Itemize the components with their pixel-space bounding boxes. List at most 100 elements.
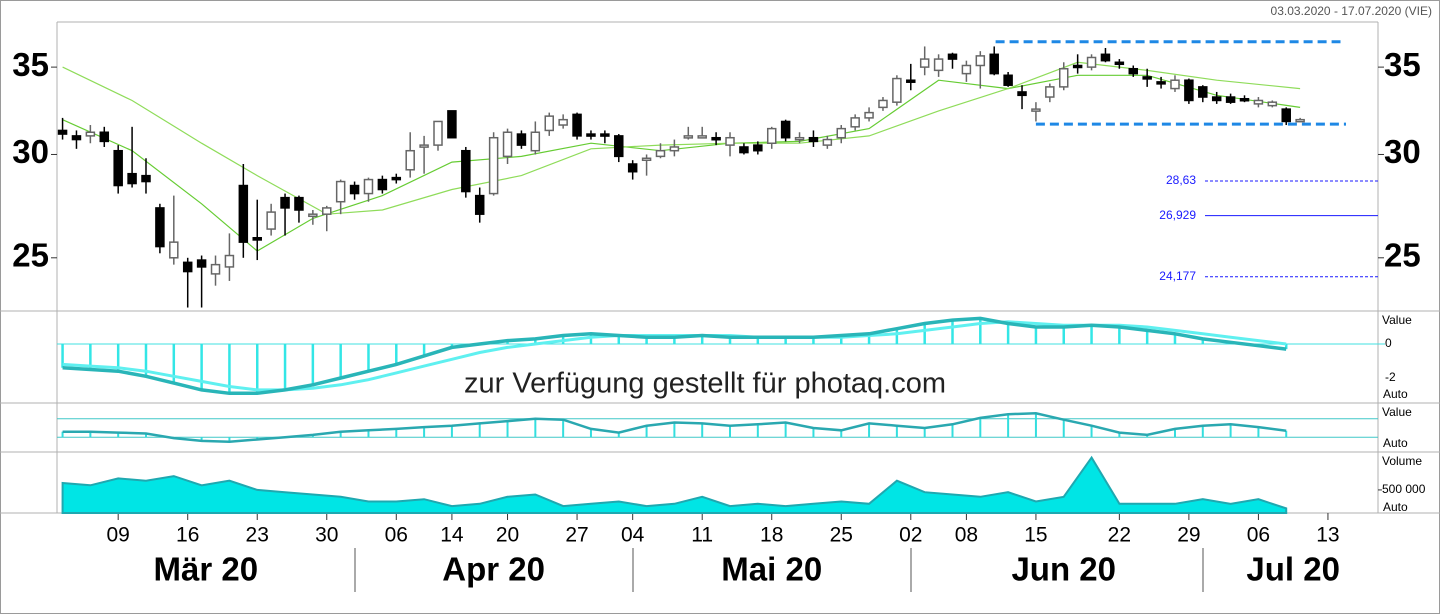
candle-body xyxy=(641,157,652,162)
candle-body xyxy=(196,259,207,268)
x-tick-label: 06 xyxy=(1247,524,1270,547)
month-separators xyxy=(354,548,1204,592)
candle-body xyxy=(294,196,304,211)
candle-body xyxy=(405,149,415,171)
candle-body xyxy=(1239,97,1250,102)
candle-body xyxy=(1170,79,1180,90)
x-tick-label: 13 xyxy=(1316,524,1339,547)
candle-body xyxy=(155,207,165,248)
candle-body xyxy=(906,79,916,83)
y-tick-label: 35 xyxy=(12,46,49,83)
y-tick-label: 30 xyxy=(1384,133,1421,170)
candle-body xyxy=(488,136,499,195)
candle-body xyxy=(753,144,763,152)
candle-body xyxy=(530,131,541,152)
x-tick-label: 15 xyxy=(1024,524,1047,547)
x-tick-label: 09 xyxy=(107,524,130,547)
x-tick-label: 04 xyxy=(621,524,645,547)
x-tick-label: 02 xyxy=(899,524,922,547)
candle-body xyxy=(308,213,318,218)
candle-body xyxy=(1086,56,1097,68)
y-tick-label: 25 xyxy=(12,237,49,274)
candle-body xyxy=(586,133,596,137)
candle-body xyxy=(1100,53,1111,62)
candle-body xyxy=(1072,64,1083,69)
candle-body xyxy=(169,241,179,259)
plot: 09 16 23 30 06 14 20 27 04 11 18 25 02 08 15 22 29 06 13 Mä… xyxy=(12,40,1426,588)
volume-area xyxy=(61,455,1288,514)
candle-body xyxy=(669,146,680,152)
candle-body xyxy=(711,136,721,141)
candle-body xyxy=(474,194,485,215)
candle-body xyxy=(322,207,332,215)
month-label: Mär 20 xyxy=(154,551,259,588)
candle-body xyxy=(99,131,110,143)
candle-body xyxy=(419,144,429,148)
candle-body xyxy=(516,133,527,146)
candle-body xyxy=(614,135,624,158)
candle-body xyxy=(572,113,582,137)
candle-body xyxy=(947,53,958,60)
candle-body xyxy=(266,211,276,230)
candle-body xyxy=(1253,99,1264,105)
candle-body xyxy=(182,261,193,273)
x-tick-label: 22 xyxy=(1108,524,1131,547)
candle-body xyxy=(57,129,68,135)
axis-label: Value xyxy=(1382,405,1412,419)
month-label: Jul 20 xyxy=(1246,551,1340,588)
candle-body xyxy=(502,131,513,158)
x-tick-label: 11 xyxy=(691,524,713,547)
oscillator-line xyxy=(62,412,1287,444)
candle-body xyxy=(280,196,290,209)
candle-body xyxy=(349,184,360,195)
x-tick-label: 25 xyxy=(830,524,853,547)
candle-body xyxy=(447,110,457,139)
price-level-label: 26,929 xyxy=(1159,208,1196,222)
x-tick-label: 23 xyxy=(246,524,269,547)
candle-body xyxy=(1295,118,1305,123)
y-tick-label: -2 xyxy=(1385,370,1396,384)
candle-body xyxy=(822,138,833,146)
candle-body xyxy=(544,115,554,132)
price-level-label: 24,177 xyxy=(1159,269,1196,283)
candle-body xyxy=(224,254,235,268)
candle-body xyxy=(1031,108,1041,112)
candle-body xyxy=(725,136,735,146)
candle-body xyxy=(878,99,888,109)
candle-body xyxy=(85,131,96,137)
x-tick-label: 27 xyxy=(565,524,588,547)
x-tick-label: 30 xyxy=(315,524,338,547)
candle-body xyxy=(919,58,930,68)
candle-body xyxy=(461,149,471,193)
candle-body xyxy=(697,135,707,139)
scale-label: Auto xyxy=(1383,500,1408,514)
watermark: zur Verfügung gestellt für photaq.com xyxy=(464,368,946,400)
candle-body xyxy=(864,111,874,119)
x-tick-label: 08 xyxy=(955,524,978,547)
candle-body xyxy=(141,174,151,183)
candle-body xyxy=(71,135,82,141)
candle-body xyxy=(808,136,819,143)
candle-body xyxy=(975,55,986,67)
candle-body xyxy=(1156,81,1166,85)
candle-body xyxy=(794,136,805,141)
candle-body xyxy=(961,64,972,75)
candle-body xyxy=(683,135,694,139)
date-range: 03.03.2020 - 17.07.2020 (VIE) xyxy=(1271,4,1432,18)
candle-body xyxy=(1017,91,1027,97)
moving-average xyxy=(62,61,1301,215)
candle-body xyxy=(766,127,777,144)
y-tick-label: 500 000 xyxy=(1382,482,1426,496)
candle-body xyxy=(1198,86,1208,98)
candle-body xyxy=(113,149,123,187)
candle-body xyxy=(391,176,402,181)
candle-body xyxy=(655,149,666,158)
y-tick-label: 0 xyxy=(1385,336,1392,350)
x-tick-label: 14 xyxy=(440,524,464,547)
candle-body xyxy=(210,263,221,275)
candle-body xyxy=(836,127,847,139)
y-tick-label: 30 xyxy=(12,133,49,170)
candle-body xyxy=(780,120,791,139)
x-tick-label: 16 xyxy=(176,524,199,547)
